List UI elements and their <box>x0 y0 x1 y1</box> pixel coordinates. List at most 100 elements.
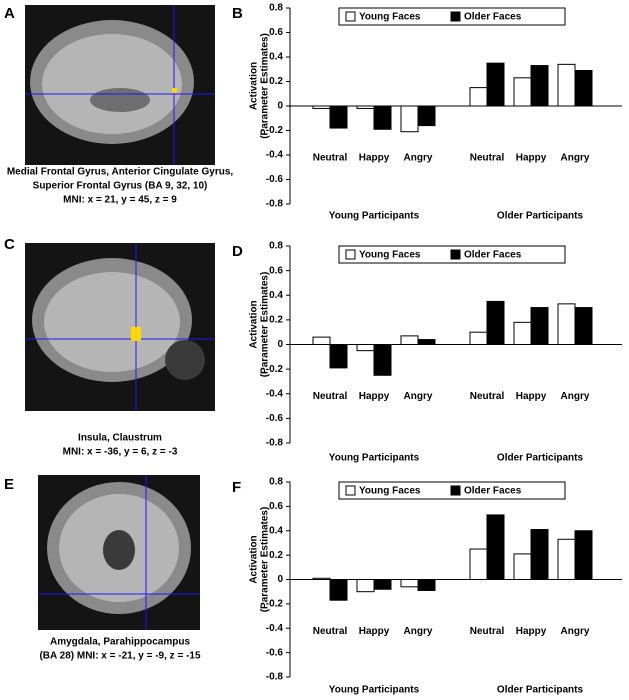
group-label: Older Participants <box>497 685 584 696</box>
y-tick-label: 0.4 <box>269 525 283 536</box>
y-axis-label: (Parameter Estimates) <box>260 507 271 613</box>
image-caption: (BA 28) MNI: x = -21, y = -9, z = -15 <box>39 651 201 662</box>
y-tick-label: 0 <box>277 574 283 585</box>
bar <box>312 336 331 345</box>
y-tick-label: 0.6 <box>269 265 283 276</box>
bar <box>312 105 331 109</box>
bar <box>469 548 488 580</box>
bar <box>417 339 436 346</box>
x-tick-label: Neutral <box>470 626 505 637</box>
brain-image-c <box>25 243 215 411</box>
x-tick-label: Neutral <box>313 391 348 402</box>
y-tick-label: -0.4 <box>266 150 284 161</box>
image-caption: Medial Frontal Gyrus, Anterior Cingulate… <box>7 167 234 178</box>
brain-image-a <box>25 5 215 165</box>
panel-label: D <box>232 243 243 260</box>
bar <box>574 530 593 580</box>
y-tick-label: 0.8 <box>269 3 283 14</box>
x-tick-label: Angry <box>404 626 433 637</box>
x-tick-label: Neutral <box>470 153 505 164</box>
bar <box>574 69 593 107</box>
y-axis-label: (Parameter Estimates) <box>260 33 271 139</box>
bar <box>530 307 549 345</box>
bar <box>373 105 392 130</box>
group-label: Older Participants <box>497 453 584 464</box>
y-tick-label: -0.6 <box>266 413 284 424</box>
bar <box>469 87 488 107</box>
group-label: Young Participants <box>329 685 420 696</box>
x-tick-label: Neutral <box>313 626 348 637</box>
y-tick-label: -0.6 <box>266 647 284 658</box>
bar <box>329 344 348 369</box>
legend-label: Older Faces <box>464 12 522 23</box>
legend-swatch <box>345 485 356 496</box>
y-tick-label: -0.8 <box>266 438 284 449</box>
y-tick-label: -0.2 <box>266 125 284 136</box>
y-tick-label: -0.6 <box>266 174 284 185</box>
bar <box>486 62 505 107</box>
y-tick-label: -0.8 <box>266 199 284 210</box>
x-tick-label: Angry <box>561 391 590 402</box>
panel-label: C <box>4 236 15 253</box>
y-tick-label: -0.2 <box>266 364 284 375</box>
x-tick-label: Angry <box>561 153 590 164</box>
bar <box>574 307 593 345</box>
y-tick-label: 0.4 <box>269 52 283 63</box>
legend-swatch <box>345 249 356 260</box>
y-tick-label: -0.8 <box>266 672 284 683</box>
bar <box>312 577 331 580</box>
bar <box>400 579 419 588</box>
y-tick-label: -0.2 <box>266 599 284 610</box>
y-axis-label: (Parameter Estimates) <box>260 272 271 378</box>
y-tick-label: 0.8 <box>269 241 283 252</box>
bar <box>513 77 532 107</box>
image-caption: Insula, Claustrum <box>78 433 162 444</box>
bar <box>400 105 419 133</box>
x-tick-label: Angry <box>404 391 433 402</box>
image-caption: Superior Frontal Gyrus (BA 9, 32, 10) <box>33 181 208 192</box>
x-tick-label: Neutral <box>470 391 505 402</box>
y-tick-label: 0.2 <box>269 550 283 561</box>
x-tick-label: Happy <box>516 391 547 402</box>
bar <box>469 331 488 345</box>
y-tick-label: 0 <box>277 101 283 112</box>
bar <box>530 529 549 580</box>
bar <box>486 300 505 345</box>
legend-label: Young Faces <box>359 486 421 497</box>
x-tick-label: Happy <box>359 153 390 164</box>
panel-label: B <box>232 5 243 22</box>
legend-swatch <box>450 485 461 496</box>
image-caption: MNI: x = 21, y = 45, z = 9 <box>63 195 177 206</box>
bar <box>513 321 532 345</box>
y-axis-label: Activation <box>249 535 260 583</box>
bar <box>557 63 576 107</box>
bar <box>417 579 436 591</box>
x-tick-label: Happy <box>516 626 547 637</box>
y-tick-label: -0.4 <box>266 388 284 399</box>
y-tick-label: 0 <box>277 339 283 350</box>
x-tick-label: Angry <box>404 153 433 164</box>
panel-label: A <box>4 5 15 22</box>
bar <box>356 105 375 109</box>
group-label: Young Participants <box>329 211 420 222</box>
bar <box>329 105 348 129</box>
bar <box>557 538 576 580</box>
legend-label: Young Faces <box>359 12 421 23</box>
y-axis-label: Activation <box>249 300 260 348</box>
x-tick-label: Happy <box>359 626 390 637</box>
y-tick-label: 0.6 <box>269 501 283 512</box>
bar <box>513 553 532 580</box>
bar <box>486 514 505 580</box>
group-label: Young Participants <box>329 453 420 464</box>
y-tick-label: 0.2 <box>269 76 283 87</box>
brain-image-e <box>38 475 200 630</box>
legend-swatch <box>450 249 461 260</box>
bar <box>373 344 392 376</box>
x-tick-label: Happy <box>359 391 390 402</box>
bar <box>329 579 348 601</box>
bar <box>530 65 549 107</box>
bar <box>373 579 392 590</box>
bar <box>557 303 576 345</box>
group-label: Older Participants <box>497 211 584 222</box>
